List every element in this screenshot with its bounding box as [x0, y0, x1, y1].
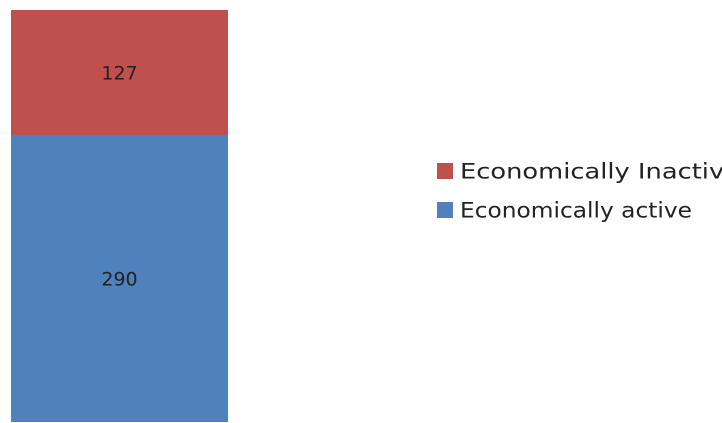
legend: Economically Inactive Economically active: [437, 160, 722, 223]
bar-segment-economically-active: [11, 135, 228, 422]
legend-swatch-economically-inactive: [437, 163, 453, 179]
data-labels: 290 127: [101, 63, 137, 291]
bar-segments: [11, 10, 228, 422]
data-label-economically-active: 290: [101, 269, 137, 291]
bar-segment-economically-inactive: [11, 10, 228, 136]
legend-label-economically-inactive: Economically Inactive: [460, 160, 722, 184]
legend-swatch-economically-active: [437, 202, 453, 218]
legend-label-economically-active: Economically active: [460, 199, 692, 223]
data-label-economically-inactive: 127: [101, 63, 137, 85]
